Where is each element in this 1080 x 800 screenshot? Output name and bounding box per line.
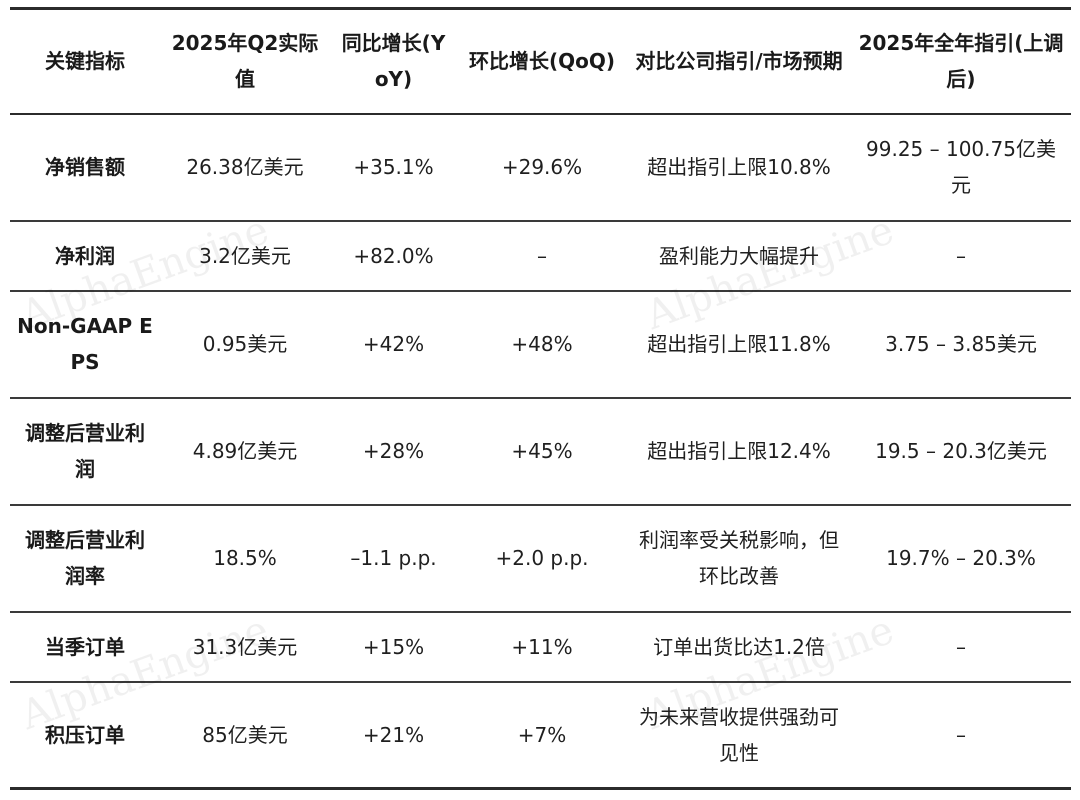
row-full-year-guidance: 3.75 – 3.85美元 xyxy=(885,332,1037,356)
table-row: 调整后营业利润 4.89亿美元 +28% +45% 超出指引上限12.4% 19… xyxy=(10,398,1071,505)
row-vs-guidance: 超出指引上限11.8% xyxy=(647,332,831,356)
table-header-row: 关键指标 2025年Q2实际值 同比增长(YoY) 环比增长(QoQ) 对比公司… xyxy=(10,8,1071,114)
row-qoq: +45% xyxy=(511,439,573,463)
header-qoq: 环比增长(QoQ) xyxy=(468,49,616,74)
row-vs-guidance: 为未来营收提供强劲可见性 xyxy=(639,704,839,765)
table-row: 净利润 3.2亿美元 +82.0% – 盈利能力大幅提升 – xyxy=(10,221,1071,291)
row-q2-value: 31.3亿美元 xyxy=(192,634,298,659)
table-row: Non-GAAP EPS 0.95美元 +42% +48% 超出指引上限11.8… xyxy=(10,291,1071,398)
row-metric-name: 积压订单 xyxy=(45,722,125,747)
row-q2-value: 3.2亿美元 xyxy=(199,243,291,268)
row-metric-name: Non-GAAP EPS xyxy=(17,314,153,374)
metrics-table-container: 关键指标 2025年Q2实际值 同比增长(YoY) 环比增长(QoQ) 对比公司… xyxy=(10,7,1071,790)
row-yoy: +42% xyxy=(362,332,425,356)
header-vs-guidance: 对比公司指引/市场预期 xyxy=(635,49,843,74)
row-full-year-guidance: – xyxy=(956,722,966,747)
row-yoy: +28% xyxy=(362,439,425,463)
row-qoq: – xyxy=(537,243,547,268)
header-yoy: 同比增长(YoY) xyxy=(341,31,446,92)
row-yoy: +35.1% xyxy=(353,155,434,179)
row-full-year-guidance: 99.25 – 100.75亿美元 xyxy=(866,137,1056,197)
row-full-year-guidance: 19.5 – 20.3亿美元 xyxy=(875,439,1047,463)
row-vs-guidance: 超出指引上限10.8% xyxy=(647,155,831,179)
row-vs-guidance: 盈利能力大幅提升 xyxy=(659,243,819,268)
table-row: 当季订单 31.3亿美元 +15% +11% 订单出货比达1.2倍 – xyxy=(10,612,1071,682)
row-metric-name: 净利润 xyxy=(55,243,115,268)
row-full-year-guidance: – xyxy=(956,243,966,268)
row-qoq: +7% xyxy=(517,722,567,747)
row-qoq: +11% xyxy=(511,634,573,659)
row-yoy: +82.0% xyxy=(353,243,434,268)
row-metric-name: 调整后营业利润率 xyxy=(25,528,145,588)
row-qoq: +29.6% xyxy=(501,155,583,179)
header-full-year-guidance: 2025年全年指引(上调后) xyxy=(858,31,1064,92)
table-row: 调整后营业利润率 18.5% –1.1 p.p. +2.0 p.p. 利润率受关… xyxy=(10,505,1071,612)
row-yoy: +15% xyxy=(362,634,425,659)
row-qoq: +48% xyxy=(511,332,573,356)
row-qoq: +2.0 p.p. xyxy=(495,546,589,570)
row-vs-guidance: 利润率受关税影响，但环比改善 xyxy=(639,528,839,588)
row-yoy: +21% xyxy=(362,722,425,747)
row-full-year-guidance: – xyxy=(956,634,966,659)
row-metric-name: 净销售额 xyxy=(45,155,125,179)
row-q2-value: 85亿美元 xyxy=(202,722,288,747)
row-q2-value: 0.95美元 xyxy=(202,332,288,356)
table-row: 积压订单 85亿美元 +21% +7% 为未来营收提供强劲可见性 – xyxy=(10,682,1071,789)
row-q2-value: 18.5% xyxy=(213,546,277,570)
metrics-table: 关键指标 2025年Q2实际值 同比增长(YoY) 环比增长(QoQ) 对比公司… xyxy=(10,7,1071,790)
table-row: 净销售额 26.38亿美元 +35.1% +29.6% 超出指引上限10.8% … xyxy=(10,114,1071,221)
row-q2-value: 4.89亿美元 xyxy=(192,439,298,463)
header-key-metric: 关键指标 xyxy=(45,49,125,74)
row-q2-value: 26.38亿美元 xyxy=(186,155,304,179)
row-full-year-guidance: 19.7% – 20.3% xyxy=(886,546,1036,570)
row-vs-guidance: 超出指引上限12.4% xyxy=(647,439,831,463)
header-q2-actual: 2025年Q2实际值 xyxy=(171,31,319,92)
row-yoy: –1.1 p.p. xyxy=(350,546,437,570)
row-vs-guidance: 订单出货比达1.2倍 xyxy=(653,634,825,659)
row-metric-name: 当季订单 xyxy=(45,634,125,659)
row-metric-name: 调整后营业利润 xyxy=(25,421,145,481)
